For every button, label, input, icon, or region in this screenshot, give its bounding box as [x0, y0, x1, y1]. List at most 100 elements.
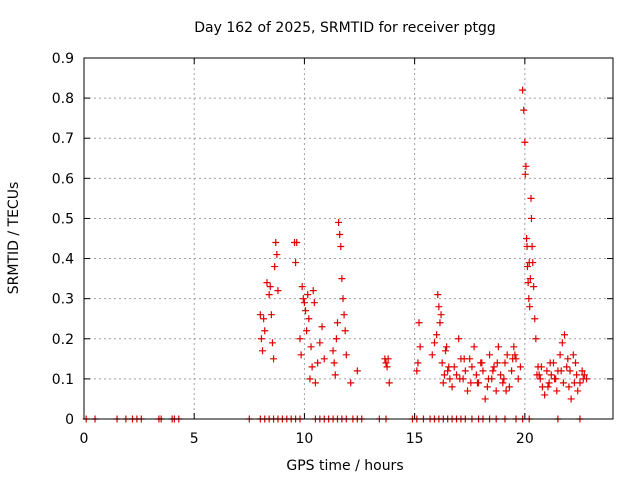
data-point	[511, 351, 519, 359]
data-point	[260, 315, 268, 323]
data-point	[265, 291, 273, 299]
data-point	[526, 303, 534, 311]
x-tick-label: 10	[296, 431, 314, 447]
data-point	[308, 363, 316, 371]
data-point	[302, 307, 310, 315]
data-point	[292, 259, 300, 267]
data-point	[580, 371, 588, 379]
data-point	[414, 359, 422, 367]
data-point	[307, 343, 315, 351]
data-point	[309, 287, 317, 295]
data-points	[82, 86, 591, 423]
axis-ticks: 0 0.1 0.2 0.3 0.4 0.5 0.6 0.7 0.8 0.9 0 5 10 15 20	[52, 51, 613, 447]
data-point	[531, 315, 539, 323]
data-point	[436, 319, 444, 327]
data-point	[563, 363, 571, 371]
data-point	[559, 379, 567, 387]
data-point	[544, 383, 552, 391]
data-point	[383, 363, 391, 371]
data-point	[564, 355, 572, 363]
data-point	[261, 327, 269, 335]
data-point	[270, 355, 278, 363]
data-point	[532, 335, 540, 343]
data-point	[479, 367, 487, 375]
data-point	[318, 323, 326, 331]
data-point	[566, 367, 574, 375]
data-point	[438, 359, 446, 367]
data-point	[434, 291, 442, 299]
data-point	[481, 395, 489, 403]
data-point	[525, 295, 533, 303]
data-point	[416, 343, 424, 351]
data-point	[545, 379, 553, 387]
data-point	[320, 355, 328, 363]
data-point	[385, 379, 393, 387]
data-point	[497, 371, 505, 379]
data-point	[509, 355, 517, 363]
y-tick-label: 0.6	[52, 171, 74, 187]
data-point	[300, 299, 308, 307]
data-point	[448, 383, 456, 391]
data-point	[299, 295, 307, 303]
data-point	[329, 347, 337, 355]
data-point	[500, 375, 508, 383]
data-point	[523, 263, 531, 271]
data-point	[347, 379, 355, 387]
data-point	[297, 351, 305, 359]
data-point	[296, 335, 304, 343]
data-point	[574, 387, 582, 395]
data-point	[541, 391, 549, 399]
data-point	[437, 311, 445, 319]
data-point	[456, 375, 464, 383]
data-point	[333, 319, 341, 327]
data-point	[499, 379, 507, 387]
data-point	[565, 383, 573, 391]
data-point	[271, 263, 279, 271]
data-point	[572, 359, 580, 367]
data-point	[444, 367, 452, 375]
data-point	[430, 339, 438, 347]
data-point	[316, 339, 324, 347]
data-point	[335, 218, 343, 226]
data-point	[303, 327, 311, 335]
data-point	[524, 279, 532, 287]
data-point	[415, 319, 423, 327]
data-point	[508, 367, 516, 375]
y-tick-label: 0.1	[52, 372, 74, 388]
data-point	[446, 375, 454, 383]
data-point	[483, 383, 491, 391]
data-point	[478, 359, 486, 367]
data-point	[516, 363, 524, 371]
data-point	[493, 359, 501, 367]
data-point	[573, 371, 581, 379]
x-axis-label: GPS time / hours	[286, 458, 403, 474]
data-point	[519, 86, 527, 94]
y-tick-label: 0.3	[52, 292, 74, 308]
y-tick-label: 0.8	[52, 91, 74, 107]
data-point	[486, 351, 494, 359]
data-point	[331, 371, 339, 379]
plot-frame	[83, 57, 614, 420]
data-point	[494, 343, 502, 351]
data-point	[520, 106, 528, 114]
data-point	[502, 387, 510, 395]
data-point	[441, 347, 449, 355]
data-point	[468, 363, 476, 371]
data-point	[558, 339, 566, 347]
data-point	[314, 359, 322, 367]
data-point	[435, 303, 443, 311]
x-tick-label: 20	[516, 431, 534, 447]
data-point	[529, 259, 537, 267]
y-tick-label: 0.5	[52, 211, 74, 227]
data-point	[455, 335, 463, 343]
data-point	[305, 315, 313, 323]
data-point	[274, 287, 282, 295]
data-point	[340, 311, 348, 319]
data-point	[461, 367, 469, 375]
data-point	[473, 379, 481, 387]
data-point	[445, 363, 453, 371]
data-point	[484, 375, 492, 383]
data-point	[501, 359, 509, 367]
data-point	[266, 283, 274, 291]
